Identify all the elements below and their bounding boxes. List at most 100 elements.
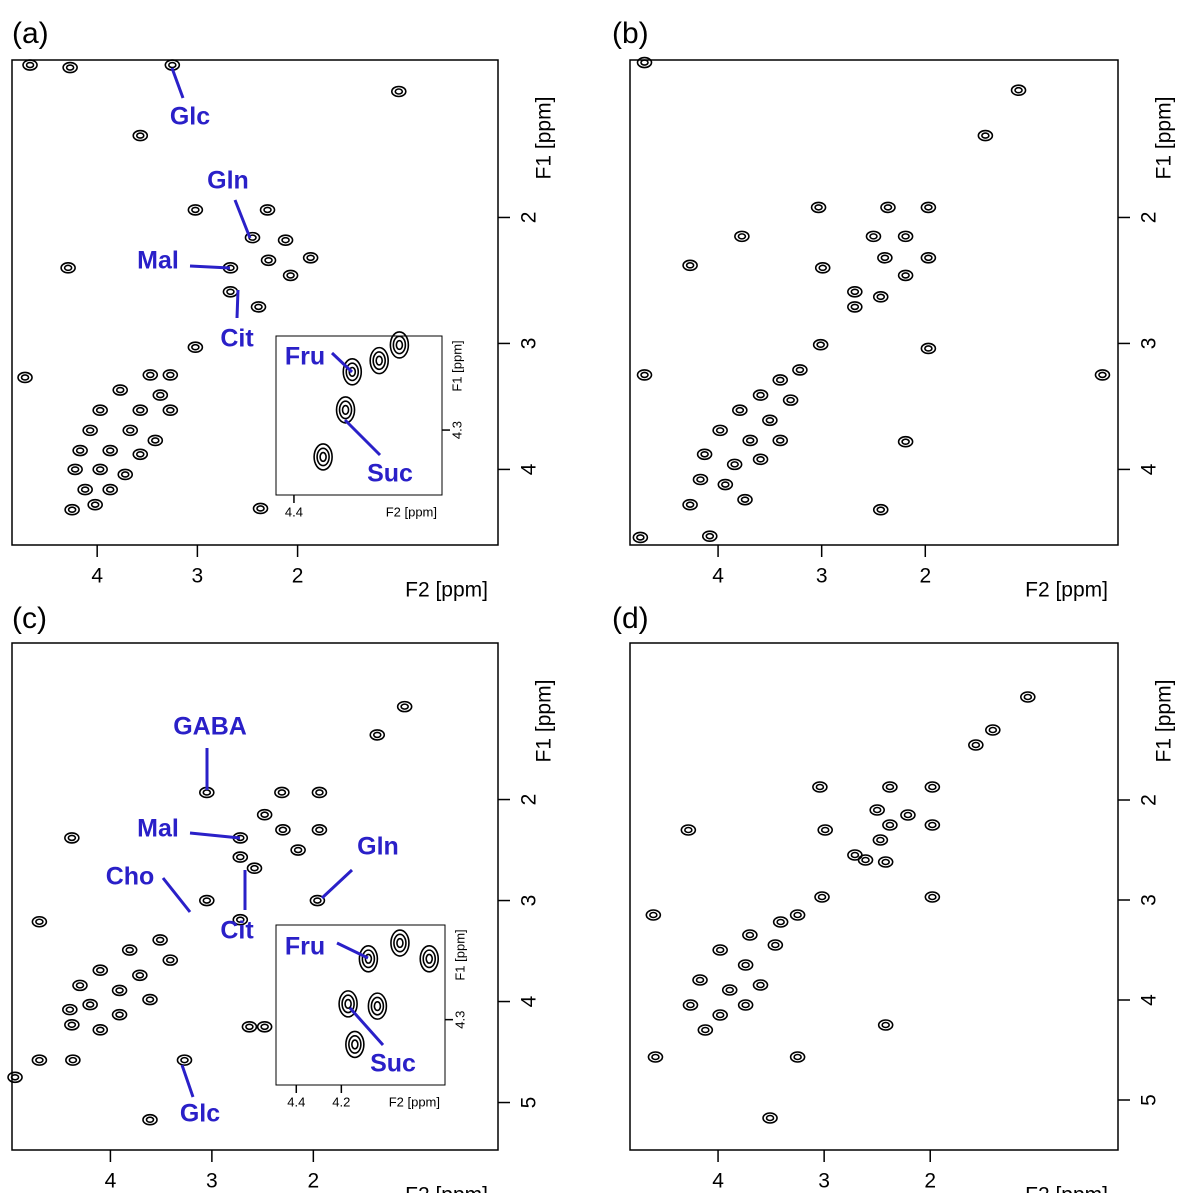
contour <box>857 854 874 866</box>
y-axis-title: F1 [ppm] <box>533 680 556 763</box>
peak <box>696 448 713 461</box>
peak <box>64 503 80 516</box>
contour <box>77 483 93 496</box>
contour <box>92 964 109 977</box>
peak <box>1010 84 1027 97</box>
x-axis-title: F2 [ppm] <box>405 579 488 602</box>
peak <box>187 341 204 354</box>
peak <box>817 824 834 836</box>
contour <box>721 481 730 488</box>
contour <box>649 911 658 919</box>
contour <box>876 836 885 844</box>
contour <box>111 1008 128 1021</box>
contour <box>135 971 145 979</box>
peak <box>419 945 440 973</box>
peak <box>87 498 103 511</box>
contour <box>920 251 937 264</box>
contour <box>348 366 357 377</box>
contour <box>338 400 353 420</box>
contour <box>928 783 937 791</box>
contour <box>920 201 937 214</box>
peak <box>250 301 267 313</box>
contour <box>105 447 115 454</box>
contour <box>152 389 169 401</box>
contour <box>369 346 389 375</box>
contour <box>686 1001 695 1009</box>
contour <box>1020 691 1036 703</box>
peak <box>311 824 328 836</box>
contour <box>260 254 277 267</box>
contour <box>145 1116 155 1124</box>
contour <box>762 414 778 427</box>
peak <box>389 331 410 359</box>
peak <box>117 468 134 481</box>
peak <box>752 453 769 466</box>
peak <box>62 61 78 74</box>
peak <box>60 262 76 274</box>
contour <box>75 982 85 989</box>
x-tick-label: 4 <box>712 1170 724 1193</box>
contour <box>396 937 404 949</box>
contour <box>345 362 360 382</box>
contour <box>191 206 200 214</box>
peak <box>721 984 738 996</box>
peak <box>882 819 898 831</box>
contour <box>752 453 769 466</box>
x-axis-title: F2 [ppm] <box>1025 1184 1108 1193</box>
contour <box>715 427 725 434</box>
x-tick-label: 4.4 <box>287 1094 305 1109</box>
contour <box>815 783 825 791</box>
contour <box>102 444 119 457</box>
contour <box>817 893 827 901</box>
contour <box>64 832 80 844</box>
annotation-pointer <box>320 868 354 900</box>
peak <box>152 934 168 946</box>
annotation: Suc <box>367 460 413 488</box>
contour <box>17 371 33 384</box>
peak <box>692 974 708 986</box>
contour <box>900 809 916 821</box>
peak <box>782 394 799 406</box>
contour <box>341 994 355 1014</box>
peak <box>632 531 649 544</box>
y-tick-label: 2 <box>518 212 541 224</box>
peak <box>390 85 407 98</box>
peak <box>390 929 410 957</box>
contour <box>162 369 179 381</box>
peak <box>682 498 698 511</box>
x-tick-label: 4 <box>105 1170 117 1193</box>
peak <box>968 739 984 751</box>
contour <box>682 999 699 1011</box>
contour <box>740 496 750 503</box>
contour <box>275 824 291 836</box>
annotation-pointer <box>330 351 354 374</box>
contour <box>696 476 705 483</box>
peak <box>712 944 728 956</box>
contour <box>263 206 272 214</box>
annotation: Fru <box>285 343 325 371</box>
contour <box>735 406 745 414</box>
contour <box>315 789 324 796</box>
contour <box>345 1030 365 1059</box>
contour <box>924 254 933 262</box>
contour <box>730 461 739 468</box>
contour <box>812 781 828 793</box>
peak <box>309 894 326 907</box>
peak <box>737 999 754 1011</box>
peak <box>252 502 269 515</box>
contour <box>789 1051 806 1063</box>
annotation: Glc <box>180 1100 220 1128</box>
peak <box>72 979 88 992</box>
peak <box>260 254 277 267</box>
y-axis-title: F1 [ppm] <box>533 97 556 180</box>
contour <box>166 406 175 414</box>
contour <box>885 821 895 829</box>
peak <box>872 503 889 516</box>
contour <box>260 1023 269 1031</box>
contour <box>765 416 775 424</box>
peak <box>259 204 276 216</box>
annotation-pointer <box>233 199 252 239</box>
annotation-pointer <box>170 67 185 99</box>
contour <box>102 483 119 496</box>
